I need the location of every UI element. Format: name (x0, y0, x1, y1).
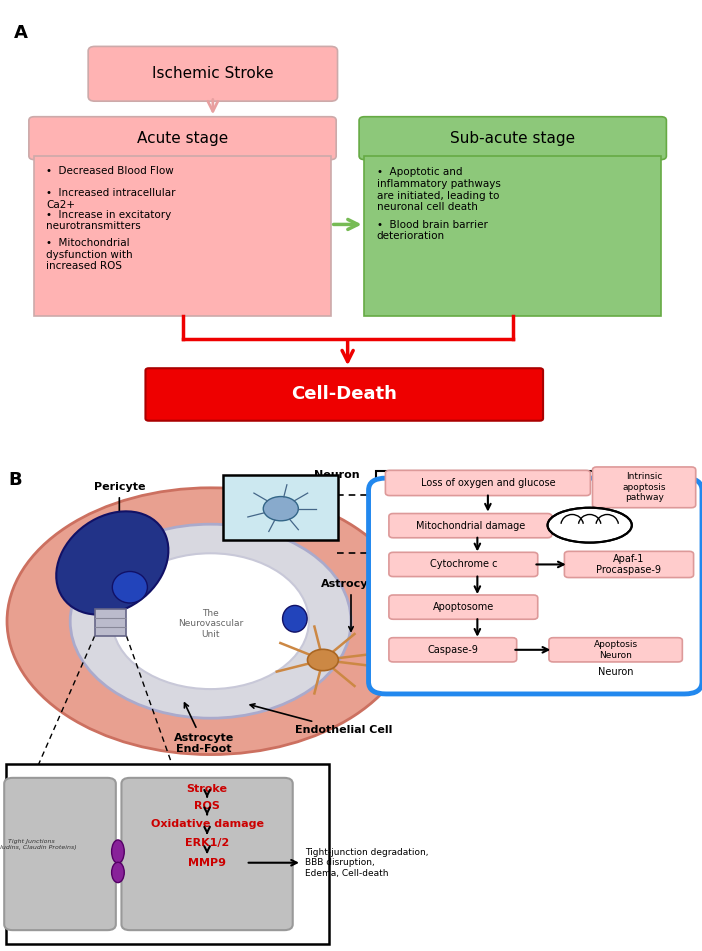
Text: Apoptosis
Neuron: Apoptosis Neuron (594, 640, 637, 659)
FancyBboxPatch shape (359, 117, 666, 160)
Text: Endothelial Cell: Endothelial Cell (174, 930, 240, 940)
Text: •  Apoptotic and
inflammatory pathways
are initiated, leading to
neuronal cell d: • Apoptotic and inflammatory pathways ar… (376, 167, 501, 212)
Text: A: A (14, 24, 28, 42)
FancyBboxPatch shape (223, 475, 338, 540)
Text: Stroke: Stroke (187, 784, 227, 793)
FancyBboxPatch shape (389, 514, 552, 537)
Ellipse shape (112, 863, 124, 883)
FancyBboxPatch shape (389, 638, 517, 662)
Text: Mitochondrial damage: Mitochondrial damage (416, 520, 525, 531)
FancyBboxPatch shape (88, 47, 338, 101)
Text: ROS: ROS (194, 802, 220, 811)
FancyBboxPatch shape (389, 553, 538, 576)
Text: Neuron: Neuron (299, 470, 359, 489)
Text: •  Increase in excitatory
neurotransmitters: • Increase in excitatory neurotransmitte… (46, 210, 171, 231)
FancyBboxPatch shape (6, 765, 329, 943)
Text: Intrinsic
apoptosis
pathway: Intrinsic apoptosis pathway (623, 473, 665, 502)
Ellipse shape (112, 840, 124, 864)
Ellipse shape (112, 572, 147, 603)
FancyBboxPatch shape (385, 471, 590, 495)
Text: Cell-Death: Cell-Death (291, 385, 397, 403)
Circle shape (263, 496, 298, 521)
FancyBboxPatch shape (95, 609, 126, 635)
Ellipse shape (56, 512, 168, 614)
Ellipse shape (112, 553, 309, 689)
Ellipse shape (548, 508, 632, 543)
Text: Endothelial Cell: Endothelial Cell (250, 704, 392, 735)
Text: Neuron: Neuron (598, 667, 633, 677)
FancyBboxPatch shape (376, 471, 695, 691)
Text: Loss of oxygen and glucose: Loss of oxygen and glucose (420, 478, 555, 488)
Ellipse shape (282, 606, 307, 632)
Text: Acute stage: Acute stage (137, 130, 228, 146)
Text: Astrocyte
End-Foot: Astrocyte End-Foot (173, 703, 234, 754)
FancyBboxPatch shape (564, 552, 694, 577)
FancyBboxPatch shape (364, 156, 661, 316)
FancyBboxPatch shape (145, 368, 543, 420)
FancyBboxPatch shape (121, 778, 293, 930)
Text: The
Neurovascular
Unit: The Neurovascular Unit (178, 609, 243, 638)
FancyBboxPatch shape (4, 778, 116, 930)
Ellipse shape (7, 488, 414, 754)
Text: ERK1/2: ERK1/2 (185, 839, 230, 848)
Text: B: B (8, 471, 22, 489)
Ellipse shape (70, 524, 351, 718)
Text: •  Decreased Blood Flow: • Decreased Blood Flow (46, 166, 174, 176)
Text: •  Mitochondrial
dysfunction with
increased ROS: • Mitochondrial dysfunction with increas… (46, 238, 133, 271)
Text: •  Increased intracellular
Ca2+: • Increased intracellular Ca2+ (46, 188, 176, 209)
Text: Oxidative damage: Oxidative damage (151, 819, 263, 829)
FancyBboxPatch shape (29, 117, 336, 160)
Text: •  Blood brain barrier
deterioration: • Blood brain barrier deterioration (376, 220, 487, 242)
Text: MMP9: MMP9 (188, 858, 226, 867)
FancyBboxPatch shape (369, 478, 702, 694)
Text: Astrocyte: Astrocyte (321, 579, 381, 631)
Text: Endothelial Cell: Endothelial Cell (27, 930, 93, 940)
Text: Caspase-9: Caspase-9 (428, 645, 478, 655)
Text: Apoptosome: Apoptosome (432, 602, 494, 612)
FancyBboxPatch shape (389, 595, 538, 619)
Text: Cytochrome c: Cytochrome c (430, 559, 497, 570)
Text: Tight-junction degradation,
BBB disruption,
Edema, Cell-death: Tight-junction degradation, BBB disrupti… (305, 848, 429, 878)
Text: Pericyte: Pericyte (93, 482, 145, 549)
Text: Tight Junctions
(Occludins, Claudin Proteins): Tight Junctions (Occludins, Claudin Prot… (0, 839, 77, 849)
Circle shape (307, 650, 338, 670)
FancyBboxPatch shape (549, 638, 682, 662)
Text: Apaf-1
Procaspase-9: Apaf-1 Procaspase-9 (597, 553, 661, 575)
Text: Sub-acute stage: Sub-acute stage (450, 130, 576, 146)
FancyBboxPatch shape (592, 467, 696, 508)
FancyBboxPatch shape (34, 156, 331, 316)
Text: Ischemic Stroke: Ischemic Stroke (152, 67, 274, 81)
